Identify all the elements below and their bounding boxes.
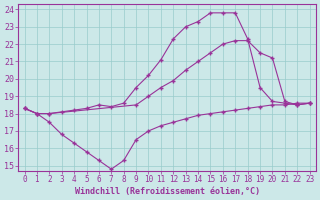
X-axis label: Windchill (Refroidissement éolien,°C): Windchill (Refroidissement éolien,°C) xyxy=(75,187,260,196)
